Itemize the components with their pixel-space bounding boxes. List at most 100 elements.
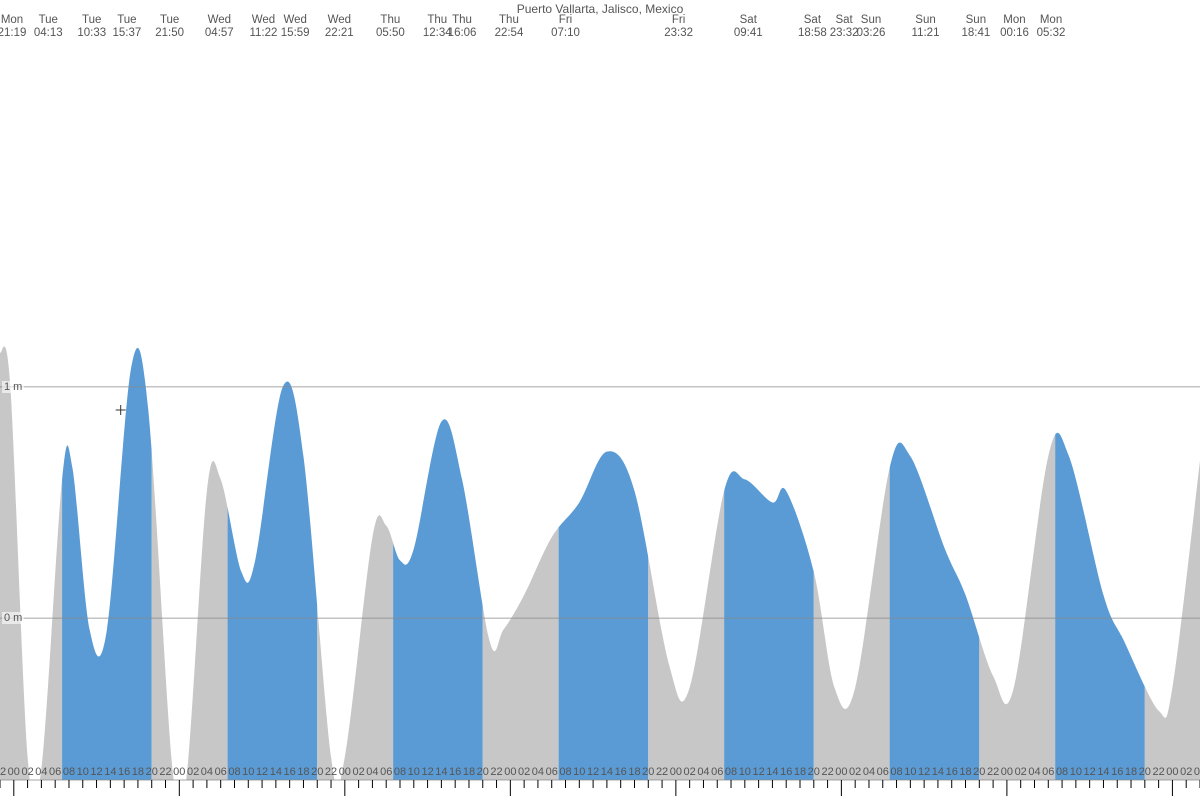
- x-tick-label: 16: [1111, 766, 1123, 778]
- x-tick-label: 08: [559, 766, 571, 778]
- x-tick-label: 22: [1152, 766, 1164, 778]
- tide-event-label: Wed22:21: [325, 14, 354, 40]
- x-tick-label: 02: [518, 766, 530, 778]
- x-tick-label: 16: [780, 766, 792, 778]
- x-tick-label: 20: [146, 766, 158, 778]
- tide-event-label: Tue15:37: [113, 14, 142, 40]
- x-tick-label: 16: [118, 766, 130, 778]
- x-tick-label: 02: [1180, 766, 1192, 778]
- x-tick-label: 20: [642, 766, 654, 778]
- tide-event-label: Fri07:10: [551, 14, 580, 40]
- x-tick-label: 10: [1070, 766, 1082, 778]
- x-tick-label: 08: [63, 766, 75, 778]
- x-tick-label: 14: [601, 766, 613, 778]
- x-tick-label: 06: [1042, 766, 1054, 778]
- tide-event-label: Thu16:06: [448, 14, 477, 40]
- x-tick-label: 08: [228, 766, 240, 778]
- x-tick-label: 00: [173, 766, 185, 778]
- x-tick-label: 04: [532, 766, 544, 778]
- x-tick-label: 02: [352, 766, 364, 778]
- x-tick-label: 14: [435, 766, 447, 778]
- x-tick-label: 02: [21, 766, 33, 778]
- x-tick-label: 22: [0, 766, 6, 778]
- x-tick-label: 20: [311, 766, 323, 778]
- x-tick-label: 12: [918, 766, 930, 778]
- x-tick-label: 20: [973, 766, 985, 778]
- x-tick-label: 12: [587, 766, 599, 778]
- x-tick-label: 16: [615, 766, 627, 778]
- x-tick-label: 02: [1015, 766, 1027, 778]
- tide-event-label: Fri23:32: [664, 14, 693, 40]
- x-tick-label: 08: [1056, 766, 1068, 778]
- x-tick-label: 10: [408, 766, 420, 778]
- x-tick-label: 10: [242, 766, 254, 778]
- x-tick-label: 12: [256, 766, 268, 778]
- x-tick-label: 06: [546, 766, 558, 778]
- x-tick-label: 10: [77, 766, 89, 778]
- x-tick-label: 04: [1028, 766, 1040, 778]
- x-tick-label: 00: [339, 766, 351, 778]
- x-tick-label: 20: [477, 766, 489, 778]
- x-tick-label: 06: [380, 766, 392, 778]
- x-tick-label: 22: [656, 766, 668, 778]
- x-tick-label: 22: [490, 766, 502, 778]
- x-tick-label: 02: [849, 766, 861, 778]
- x-tick-label: 10: [739, 766, 751, 778]
- x-tick-label: 14: [270, 766, 282, 778]
- x-tick-label: 12: [421, 766, 433, 778]
- x-tick-label: 14: [766, 766, 778, 778]
- tide-event-label: Tue04:13: [34, 14, 63, 40]
- x-tick-label: 08: [890, 766, 902, 778]
- tide-event-label: Mon00:16: [1000, 14, 1029, 40]
- x-tick-label: 22: [325, 766, 337, 778]
- x-tick-label: 08: [725, 766, 737, 778]
- tide-event-label: Sun11:21: [912, 14, 940, 40]
- tide-event-label: Sat23:32: [830, 14, 859, 40]
- x-tick-label: 18: [463, 766, 475, 778]
- x-tick-label: 12: [752, 766, 764, 778]
- tide-svg: [0, 0, 1200, 800]
- x-tick-label: 04: [201, 766, 213, 778]
- x-tick-label: 08: [394, 766, 406, 778]
- x-tick-label: 04: [863, 766, 875, 778]
- x-tick-label: 10: [573, 766, 585, 778]
- x-tick-label: 18: [1125, 766, 1137, 778]
- x-tick-label: 22: [987, 766, 999, 778]
- x-tick-label: 06: [215, 766, 227, 778]
- x-tick-label: 00: [8, 766, 20, 778]
- x-tick-label: 18: [794, 766, 806, 778]
- tide-event-label: Sat09:41: [734, 14, 763, 40]
- x-tick-label: 06: [711, 766, 723, 778]
- tide-event-label: Thu22:54: [495, 14, 524, 40]
- x-tick-label: 04: [697, 766, 709, 778]
- tide-event-label: Wed11:22: [249, 14, 277, 40]
- x-tick-label: 18: [959, 766, 971, 778]
- x-tick-label: 10: [904, 766, 916, 778]
- tide-chart: Puerto Vallarta, Jalisco, Mexico 1 m0 m2…: [0, 0, 1200, 800]
- tide-event-label: Tue21:50: [155, 14, 184, 40]
- tide-event-label: Sun03:26: [857, 14, 886, 40]
- x-tick-label: 16: [946, 766, 958, 778]
- x-tick-label: 12: [90, 766, 102, 778]
- x-tick-label: 22: [159, 766, 171, 778]
- tide-event-label: Mon21:19: [0, 14, 26, 40]
- x-tick-label: 12: [1084, 766, 1096, 778]
- x-tick-label: 02: [684, 766, 696, 778]
- tide-event-label: Wed04:57: [205, 14, 234, 40]
- tide-event-label: Sat18:58: [798, 14, 827, 40]
- x-tick-label: 22: [821, 766, 833, 778]
- tide-event-label: Tue10:33: [77, 14, 106, 40]
- y-gridline-label: 0 m: [2, 612, 24, 624]
- y-gridline-label: 1 m: [2, 381, 24, 393]
- x-tick-label: 04: [35, 766, 47, 778]
- x-tick-label: 16: [284, 766, 296, 778]
- x-tick-label: 06: [877, 766, 889, 778]
- x-tick-label: 16: [449, 766, 461, 778]
- x-tick-label: 20: [1139, 766, 1151, 778]
- x-tick-label: 02: [187, 766, 199, 778]
- x-tick-label: 18: [297, 766, 309, 778]
- x-tick-label: 18: [628, 766, 640, 778]
- x-tick-label: 20: [808, 766, 820, 778]
- tide-event-label: Thu05:50: [376, 14, 405, 40]
- tide-event-label: Wed15:59: [281, 14, 310, 40]
